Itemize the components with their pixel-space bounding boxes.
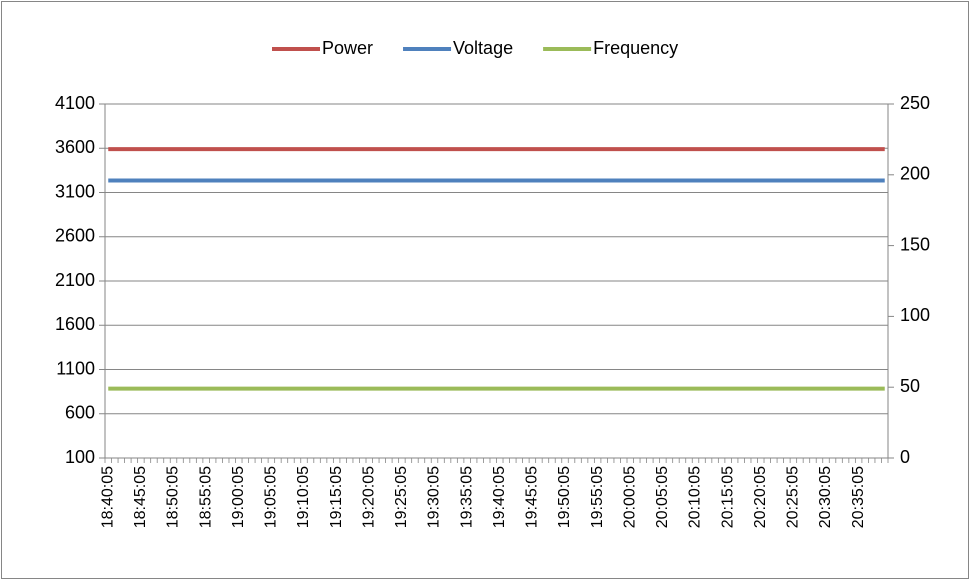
x-tick-label: 20:10:05 (687, 466, 704, 528)
x-tick-label: 20:20:05 (752, 466, 769, 528)
y2-tick-label: 0 (900, 447, 910, 467)
x-tick-label: 18:40:05 (99, 466, 116, 528)
legend-label: Power (322, 38, 373, 58)
y-tick-label: 100 (65, 447, 95, 467)
x-tick-label: 18:45:05 (132, 466, 149, 528)
x-tick-label: 20:15:05 (719, 466, 736, 528)
y2-tick-label: 250 (900, 93, 930, 113)
y-tick-label: 2100 (55, 270, 95, 290)
x-tick-label: 19:35:05 (458, 466, 475, 528)
x-tick-label: 19:30:05 (426, 466, 443, 528)
x-tick-label: 19:25:05 (393, 466, 410, 528)
y-tick-label: 4100 (55, 93, 95, 113)
y2-tick-label: 150 (900, 234, 930, 254)
y-tick-label: 2600 (55, 226, 95, 246)
y-tick-label: 3600 (55, 137, 95, 157)
x-tick-label: 19:50:05 (556, 466, 573, 528)
y-tick-label: 600 (65, 403, 95, 423)
x-tick-label: 19:05:05 (263, 466, 280, 528)
y2-tick-label: 50 (900, 376, 920, 396)
x-tick-label: 19:20:05 (360, 466, 377, 528)
y-tick-label: 1600 (55, 314, 95, 334)
x-tick-label: 19:45:05 (524, 466, 541, 528)
x-tick-label: 20:35:05 (850, 466, 867, 528)
x-tick-label: 19:55:05 (589, 466, 606, 528)
x-tick-label: 19:00:05 (230, 466, 247, 528)
x-tick-label: 20:30:05 (817, 466, 834, 528)
legend-label: Voltage (453, 38, 513, 58)
x-tick-label: 18:50:05 (165, 466, 182, 528)
y-tick-label: 3100 (55, 181, 95, 201)
x-tick-label: 20:00:05 (621, 466, 638, 528)
x-tick-label: 20:05:05 (654, 466, 671, 528)
y-tick-label: 1100 (56, 358, 95, 378)
y2-tick-label: 100 (900, 305, 930, 325)
x-tick-label: 19:10:05 (295, 466, 312, 528)
x-tick-label: 19:40:05 (491, 466, 508, 528)
x-tick-label: 20:25:05 (785, 466, 802, 528)
legend-label: Frequency (593, 38, 678, 58)
x-tick-label: 18:55:05 (197, 466, 214, 528)
y2-tick-label: 200 (900, 164, 930, 184)
x-tick-label: 19:15:05 (328, 466, 345, 528)
